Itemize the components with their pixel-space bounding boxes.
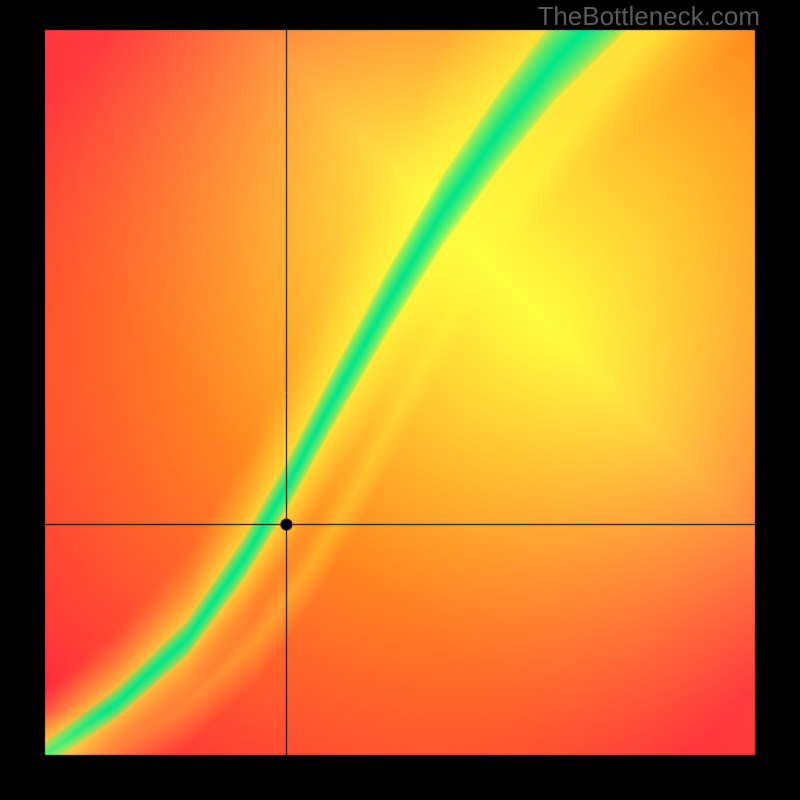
watermark-text: TheBottleneck.com <box>537 1 760 32</box>
heatmap-canvas <box>0 0 800 800</box>
